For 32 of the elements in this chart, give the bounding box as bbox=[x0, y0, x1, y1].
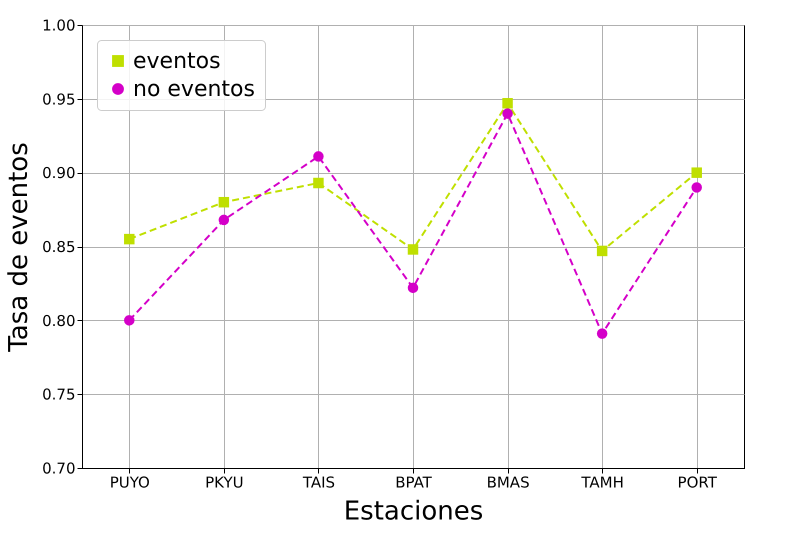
y-tick-label: 0.70 bbox=[42, 460, 76, 478]
point bbox=[408, 282, 418, 294]
x-tick-label: BMAS bbox=[486, 474, 530, 492]
legend-label: no eventos bbox=[133, 77, 255, 102]
y-tick-label: 1.00 bbox=[42, 16, 76, 34]
y-axis-title: Tasa de eventos bbox=[4, 142, 34, 353]
point bbox=[596, 246, 608, 256]
x-axis-title: Estaciones bbox=[344, 496, 484, 526]
point bbox=[218, 196, 230, 208]
point bbox=[502, 98, 513, 109]
point bbox=[313, 151, 324, 162]
x-tick-label: TAIS bbox=[302, 474, 336, 492]
x-tick-label: PKYU bbox=[205, 474, 244, 492]
y-tick-label: 0.80 bbox=[42, 312, 76, 330]
point bbox=[124, 234, 135, 244]
x-tick-label: BPAT bbox=[395, 474, 433, 492]
point bbox=[218, 214, 230, 226]
x-tick-label: PORT bbox=[678, 474, 718, 492]
point bbox=[408, 244, 418, 255]
point bbox=[691, 182, 702, 193]
y-tick-label: 0.75 bbox=[42, 386, 76, 404]
y-tick-label: 0.95 bbox=[42, 90, 76, 108]
point bbox=[596, 328, 608, 339]
point bbox=[502, 108, 513, 119]
point bbox=[124, 315, 135, 326]
x-tick-label: TAMH bbox=[580, 474, 624, 492]
x-tick-label: PUYO bbox=[110, 474, 150, 492]
y-tick-label: 0.90 bbox=[42, 164, 76, 182]
y-tick-label: 0.85 bbox=[42, 238, 76, 256]
legend-label: eventos bbox=[133, 49, 221, 74]
point bbox=[313, 178, 324, 188]
point bbox=[691, 167, 702, 178]
